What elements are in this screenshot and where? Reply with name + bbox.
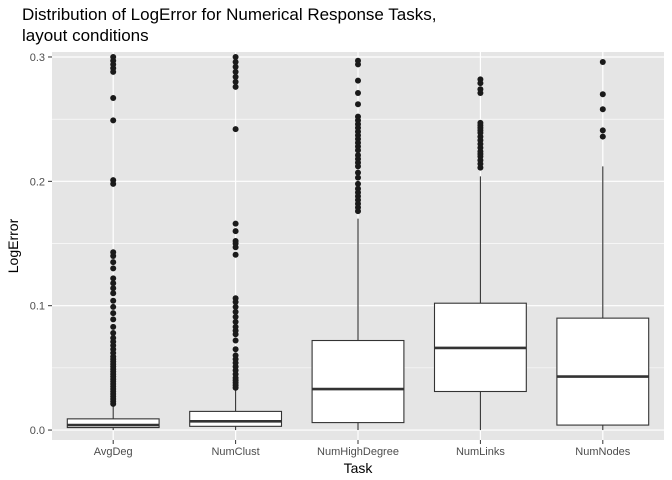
outlier-point — [355, 169, 361, 176]
outlier-point — [232, 295, 239, 302]
x-tick-label: NumNodes — [575, 446, 631, 458]
outlier-point — [599, 91, 606, 98]
outlier-point — [232, 53, 239, 60]
outlier-point — [232, 73, 239, 80]
outlier-point — [110, 290, 117, 297]
x-tick-label: AvgDeg — [94, 446, 133, 458]
outlier-point — [232, 63, 239, 70]
box-group-AvgDeg — [66, 53, 160, 431]
box — [556, 317, 650, 426]
outlier-point — [110, 285, 117, 292]
outlier-point — [232, 251, 239, 258]
outlier-point — [232, 346, 239, 353]
chart-title-line-1: Distribution of LogError for Numerical R… — [22, 5, 437, 24]
outlier-point — [232, 303, 239, 310]
outlier-point — [110, 117, 117, 124]
outlier-point — [232, 318, 239, 325]
outlier-point — [477, 86, 484, 93]
outlier-point — [232, 323, 239, 330]
outlier-point — [232, 220, 239, 227]
box-group-NumHighDegree — [311, 57, 405, 431]
outlier-point — [110, 275, 117, 282]
outlier-point — [355, 101, 361, 108]
x-axis-title: Task — [344, 460, 374, 476]
outlier-point — [232, 83, 239, 90]
outlier-point — [110, 177, 117, 184]
outlier-point — [110, 249, 117, 256]
outlier-point — [110, 95, 117, 102]
outlier-point — [110, 323, 117, 330]
outlier-point — [110, 310, 117, 317]
x-tick-label: NumHighDegree — [317, 446, 399, 458]
outlier-point — [232, 78, 239, 85]
outlier-point — [355, 113, 361, 120]
x-tick-label: NumClust — [211, 446, 259, 458]
outlier-point — [232, 126, 239, 133]
outlier-point — [232, 308, 239, 315]
y-tick-label: 0.1 — [30, 301, 45, 313]
outlier-point — [355, 174, 361, 181]
outlier-point — [110, 316, 117, 323]
outlier-point — [599, 106, 606, 113]
y-tick-label: 0.2 — [30, 176, 45, 188]
chart-title-line-2: layout conditions — [22, 26, 149, 45]
outlier-point — [110, 265, 117, 272]
outlier-point — [599, 133, 606, 140]
outlier-point — [110, 330, 117, 337]
y-tick-label: 0.3 — [30, 52, 45, 64]
outlier-point — [355, 152, 361, 159]
outlier-point — [110, 280, 117, 287]
box-group-NumNodes — [556, 58, 650, 431]
box — [189, 410, 283, 427]
outlier-point — [599, 58, 606, 65]
outlier-point — [110, 53, 117, 60]
outlier-point — [477, 76, 484, 83]
outlier-point — [232, 68, 239, 75]
outlier-point — [110, 335, 117, 342]
outlier-point — [477, 119, 484, 126]
y-axis-title: LogError — [5, 218, 21, 273]
y-tick-label: 0.0 — [30, 425, 45, 437]
outlier-point — [355, 57, 361, 64]
box-group-NumClust — [189, 53, 283, 431]
x-tick-label: NumLinks — [456, 446, 505, 458]
outlier-point — [599, 127, 606, 134]
outlier-point — [232, 58, 239, 65]
outlier-point — [355, 180, 361, 187]
box — [311, 339, 405, 424]
outlier-point — [232, 313, 239, 320]
box-group-NumLinks — [433, 76, 527, 431]
y-axis: 0.0 0.1 0.2 0.3 — [30, 52, 52, 437]
outlier-point — [232, 238, 239, 245]
outlier-point — [232, 352, 239, 359]
outlier-point — [232, 337, 239, 344]
box-layer — [66, 53, 650, 431]
outlier-point — [355, 77, 361, 84]
chart-title: Distribution of LogError for Numerical R… — [22, 4, 436, 46]
outlier-point — [110, 259, 117, 266]
x-axis: AvgDeg NumClust NumHighDegree NumLinks NumNo… — [94, 440, 631, 458]
outlier-point — [110, 297, 117, 304]
outlier-point — [355, 90, 361, 97]
outlier-point — [110, 303, 117, 310]
outlier-point — [232, 228, 239, 235]
box — [66, 418, 160, 429]
outlier-point — [355, 185, 361, 192]
